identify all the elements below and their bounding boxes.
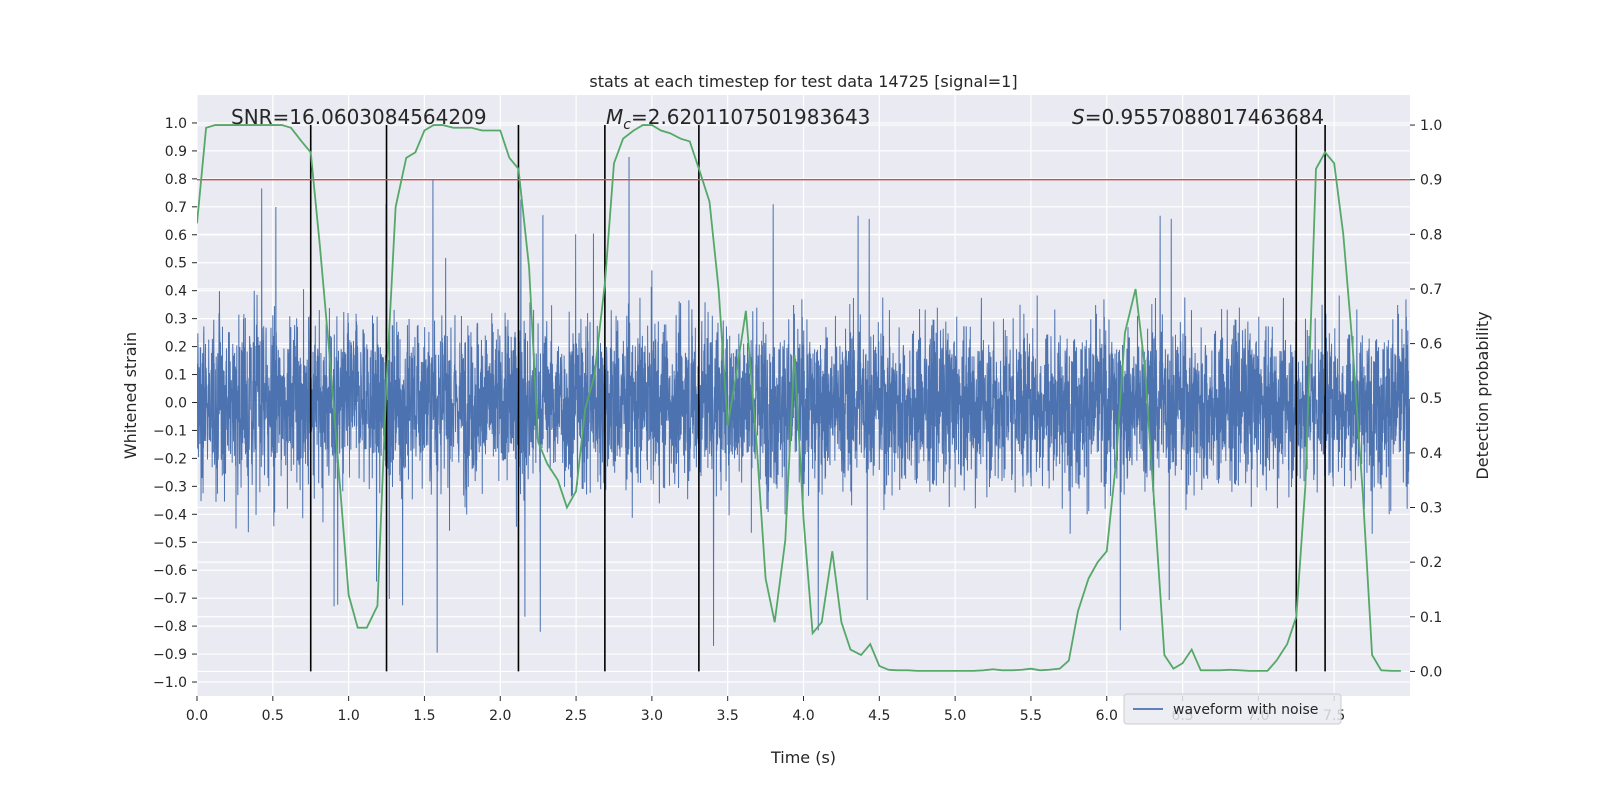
y2-tick-label: 0.8	[1420, 227, 1442, 243]
y-tick-label: 0.1	[165, 368, 187, 384]
y-tick-label: −0.9	[153, 647, 187, 663]
x-tick-label: 6.0	[1096, 708, 1118, 724]
y-tick-label: 0.7	[165, 200, 187, 216]
legend-label-waveform: waveform with noise	[1173, 702, 1318, 718]
x-tick-label: 5.5	[1020, 708, 1042, 724]
y2-axis-label: Detection probability	[1473, 311, 1492, 479]
s-annotation: S=0.9557088017463684	[1072, 105, 1324, 129]
x-tick-label: 3.5	[717, 708, 739, 724]
mc-subscript: c	[623, 117, 631, 133]
event-markers	[309, 125, 1326, 672]
waveform-trace	[197, 156, 1410, 653]
y-tick-label: 0.3	[165, 312, 187, 328]
y-tick-label: −0.8	[153, 619, 187, 635]
x-tick-label: 2.5	[565, 708, 587, 724]
y-tick-label: −0.6	[153, 563, 187, 579]
y-tick-label: −0.1	[153, 423, 187, 439]
legend: waveform with noise	[1123, 693, 1342, 725]
mc-symbol: M	[606, 105, 623, 129]
x-tick-label: 1.5	[413, 708, 435, 724]
x-tick-label: 0.0	[186, 708, 208, 724]
y-tick-label: 0.6	[165, 228, 187, 244]
y2-tick-label: 0.6	[1420, 337, 1442, 353]
y2-tick-label: 0.7	[1420, 282, 1442, 298]
y-axis-ticks: 1.0 0.9 0.8 0.7 0.6 0.5 0.4 0.3 0.2 0.1 0.0 −0.1 −0.…	[153, 116, 197, 691]
y2-axis-ticks: 1.0 0.9 0.8 0.7 0.6 0.5 0.4 0.3 0.2 0.1 0.0	[1410, 118, 1442, 680]
y-tick-label: −0.4	[153, 507, 187, 523]
y-tick-label: 0.0	[165, 395, 187, 411]
y-tick-label: 0.5	[165, 256, 187, 272]
y-tick-label: 1.0	[165, 116, 187, 132]
legend-box	[1123, 693, 1342, 725]
x-tick-label: 2.0	[489, 708, 511, 724]
waveform-with-noise-series	[197, 156, 1410, 653]
y-tick-label: −0.3	[153, 479, 187, 495]
y-tick-label: 0.4	[165, 284, 187, 300]
y-tick-label: −1.0	[153, 675, 187, 691]
chirp-mass-annotation: Mc=2.6201107501983643	[606, 105, 870, 133]
x-tick-label: 4.0	[792, 708, 814, 724]
s-value: =0.9557088017463684	[1085, 105, 1324, 129]
detection-probability-series	[197, 124, 1401, 672]
y-tick-label: −0.7	[153, 591, 187, 607]
y2-tick-label: 1.0	[1420, 118, 1442, 134]
y-axis-label: Whitened strain	[121, 332, 140, 459]
y2-tick-label: 0.3	[1420, 501, 1442, 517]
y-tick-label: 0.8	[165, 172, 187, 188]
y2-tick-label: 0.9	[1420, 173, 1442, 189]
x-axis-label: Time (s)	[770, 748, 836, 767]
y2-tick-label: 0.1	[1420, 610, 1442, 626]
chart-title: stats at each timestep for test data 147…	[589, 72, 1017, 91]
y-tick-label: −0.2	[153, 451, 187, 467]
y-tick-label: −0.5	[153, 535, 187, 551]
y2-tick-label: 0.2	[1420, 555, 1442, 571]
x-tick-label: 0.5	[262, 708, 284, 724]
y2-tick-label: 0.0	[1420, 664, 1442, 680]
y-tick-label: 0.9	[165, 144, 187, 160]
x-tick-label: 5.0	[944, 708, 966, 724]
detection-probability-line	[197, 124, 1401, 672]
x-tick-label: 4.5	[868, 708, 890, 724]
x-tick-label: 3.0	[641, 708, 663, 724]
y2-tick-label: 0.5	[1420, 391, 1442, 407]
mc-value: =2.6201107501983643	[631, 105, 870, 129]
s-symbol: S	[1072, 105, 1085, 129]
y2-tick-label: 0.4	[1420, 446, 1442, 462]
y-tick-label: 0.2	[165, 340, 187, 356]
snr-annotation: SNR=16.0603084564209	[231, 105, 487, 129]
x-tick-label: 1.0	[337, 708, 359, 724]
